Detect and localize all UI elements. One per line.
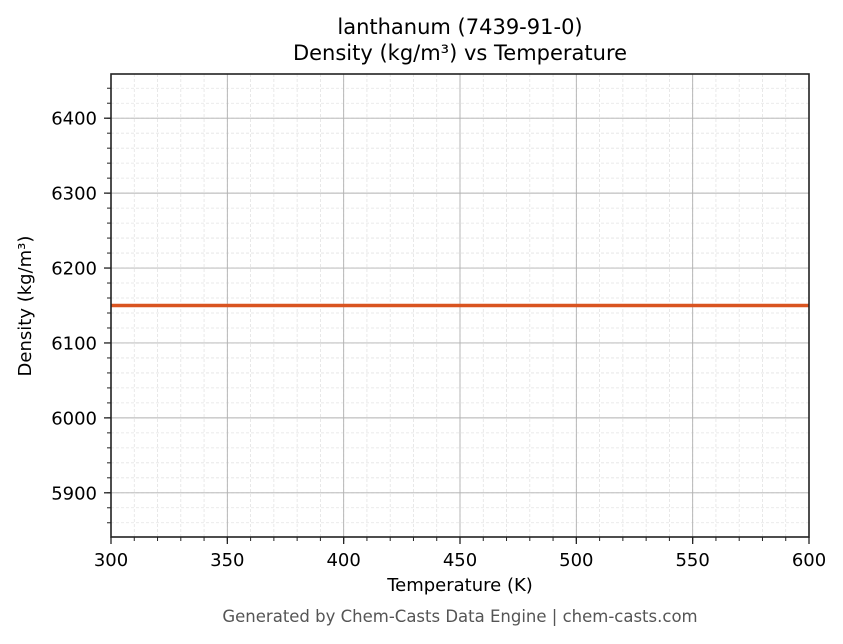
x-tick-label: 600 bbox=[792, 550, 826, 571]
x-axis-label: Temperature (K) bbox=[387, 575, 533, 596]
y-tick-label: 6300 bbox=[51, 184, 97, 205]
axis-ticks: 300 350 400 450 500 550 600 5900 6000 6100 6200 630… bbox=[51, 87, 826, 571]
x-tick-label: 400 bbox=[326, 550, 360, 571]
x-tick-label: 500 bbox=[559, 550, 593, 571]
chart-title: lanthanum (7439-91-0) bbox=[337, 15, 583, 39]
y-tick-label: 6200 bbox=[51, 259, 97, 280]
x-tick-label: 300 bbox=[94, 550, 128, 571]
y-tick-label: 5900 bbox=[51, 483, 97, 504]
y-tick-label: 6100 bbox=[51, 333, 97, 354]
y-axis-label: Density (kg/m³) bbox=[15, 236, 36, 377]
x-tick-label: 350 bbox=[210, 550, 244, 571]
y-tick-label: 6000 bbox=[51, 408, 97, 429]
x-tick-label: 450 bbox=[443, 550, 477, 571]
footer-credit: Generated by Chem-Casts Data Engine | ch… bbox=[222, 607, 698, 626]
chart-subtitle: Density (kg/m³) vs Temperature bbox=[292, 41, 628, 65]
x-tick-label: 550 bbox=[675, 550, 709, 571]
y-tick-label: 6400 bbox=[51, 109, 97, 130]
